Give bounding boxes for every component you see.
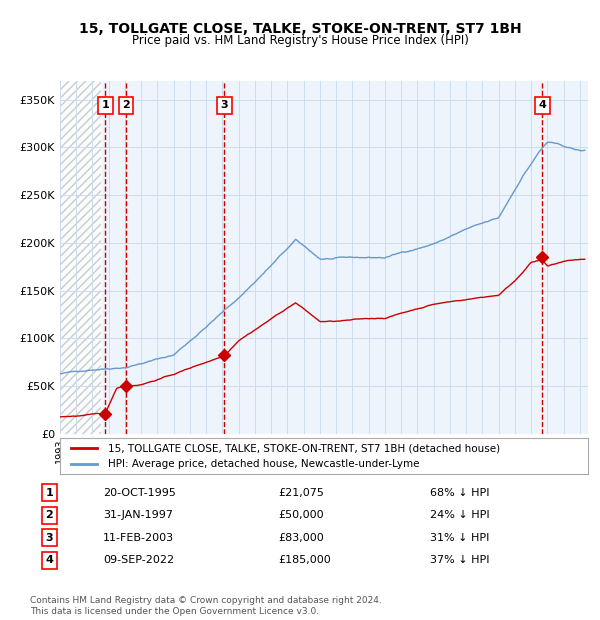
Text: 11-FEB-2003: 11-FEB-2003 — [103, 533, 174, 542]
Text: 68% ↓ HPI: 68% ↓ HPI — [430, 488, 490, 498]
Text: 31% ↓ HPI: 31% ↓ HPI — [430, 533, 490, 542]
Text: 20-OCT-1995: 20-OCT-1995 — [103, 488, 176, 498]
Text: 2: 2 — [122, 100, 130, 110]
Text: £21,075: £21,075 — [278, 488, 323, 498]
Text: £83,000: £83,000 — [278, 533, 323, 542]
Text: 15, TOLLGATE CLOSE, TALKE, STOKE-ON-TRENT, ST7 1BH (detached house): 15, TOLLGATE CLOSE, TALKE, STOKE-ON-TREN… — [107, 443, 500, 453]
Text: £185,000: £185,000 — [278, 556, 331, 565]
Bar — [60, 81, 101, 434]
Text: 2: 2 — [46, 510, 53, 520]
Text: 1: 1 — [46, 488, 53, 498]
Text: 1: 1 — [101, 100, 109, 110]
Text: Price paid vs. HM Land Registry's House Price Index (HPI): Price paid vs. HM Land Registry's House … — [131, 34, 469, 47]
Text: 09-SEP-2022: 09-SEP-2022 — [103, 556, 174, 565]
Text: HPI: Average price, detached house, Newcastle-under-Lyme: HPI: Average price, detached house, Newc… — [107, 459, 419, 469]
Text: 3: 3 — [46, 533, 53, 542]
Text: 31-JAN-1997: 31-JAN-1997 — [103, 510, 173, 520]
Text: 4: 4 — [538, 100, 546, 110]
Text: 24% ↓ HPI: 24% ↓ HPI — [430, 510, 490, 520]
Bar — [60, 81, 101, 434]
Text: 37% ↓ HPI: 37% ↓ HPI — [430, 556, 490, 565]
Text: £50,000: £50,000 — [278, 510, 323, 520]
Text: Contains HM Land Registry data © Crown copyright and database right 2024.
This d: Contains HM Land Registry data © Crown c… — [30, 596, 382, 616]
Text: 3: 3 — [221, 100, 228, 110]
Text: 4: 4 — [46, 556, 53, 565]
Text: 15, TOLLGATE CLOSE, TALKE, STOKE-ON-TRENT, ST7 1BH: 15, TOLLGATE CLOSE, TALKE, STOKE-ON-TREN… — [79, 22, 521, 36]
